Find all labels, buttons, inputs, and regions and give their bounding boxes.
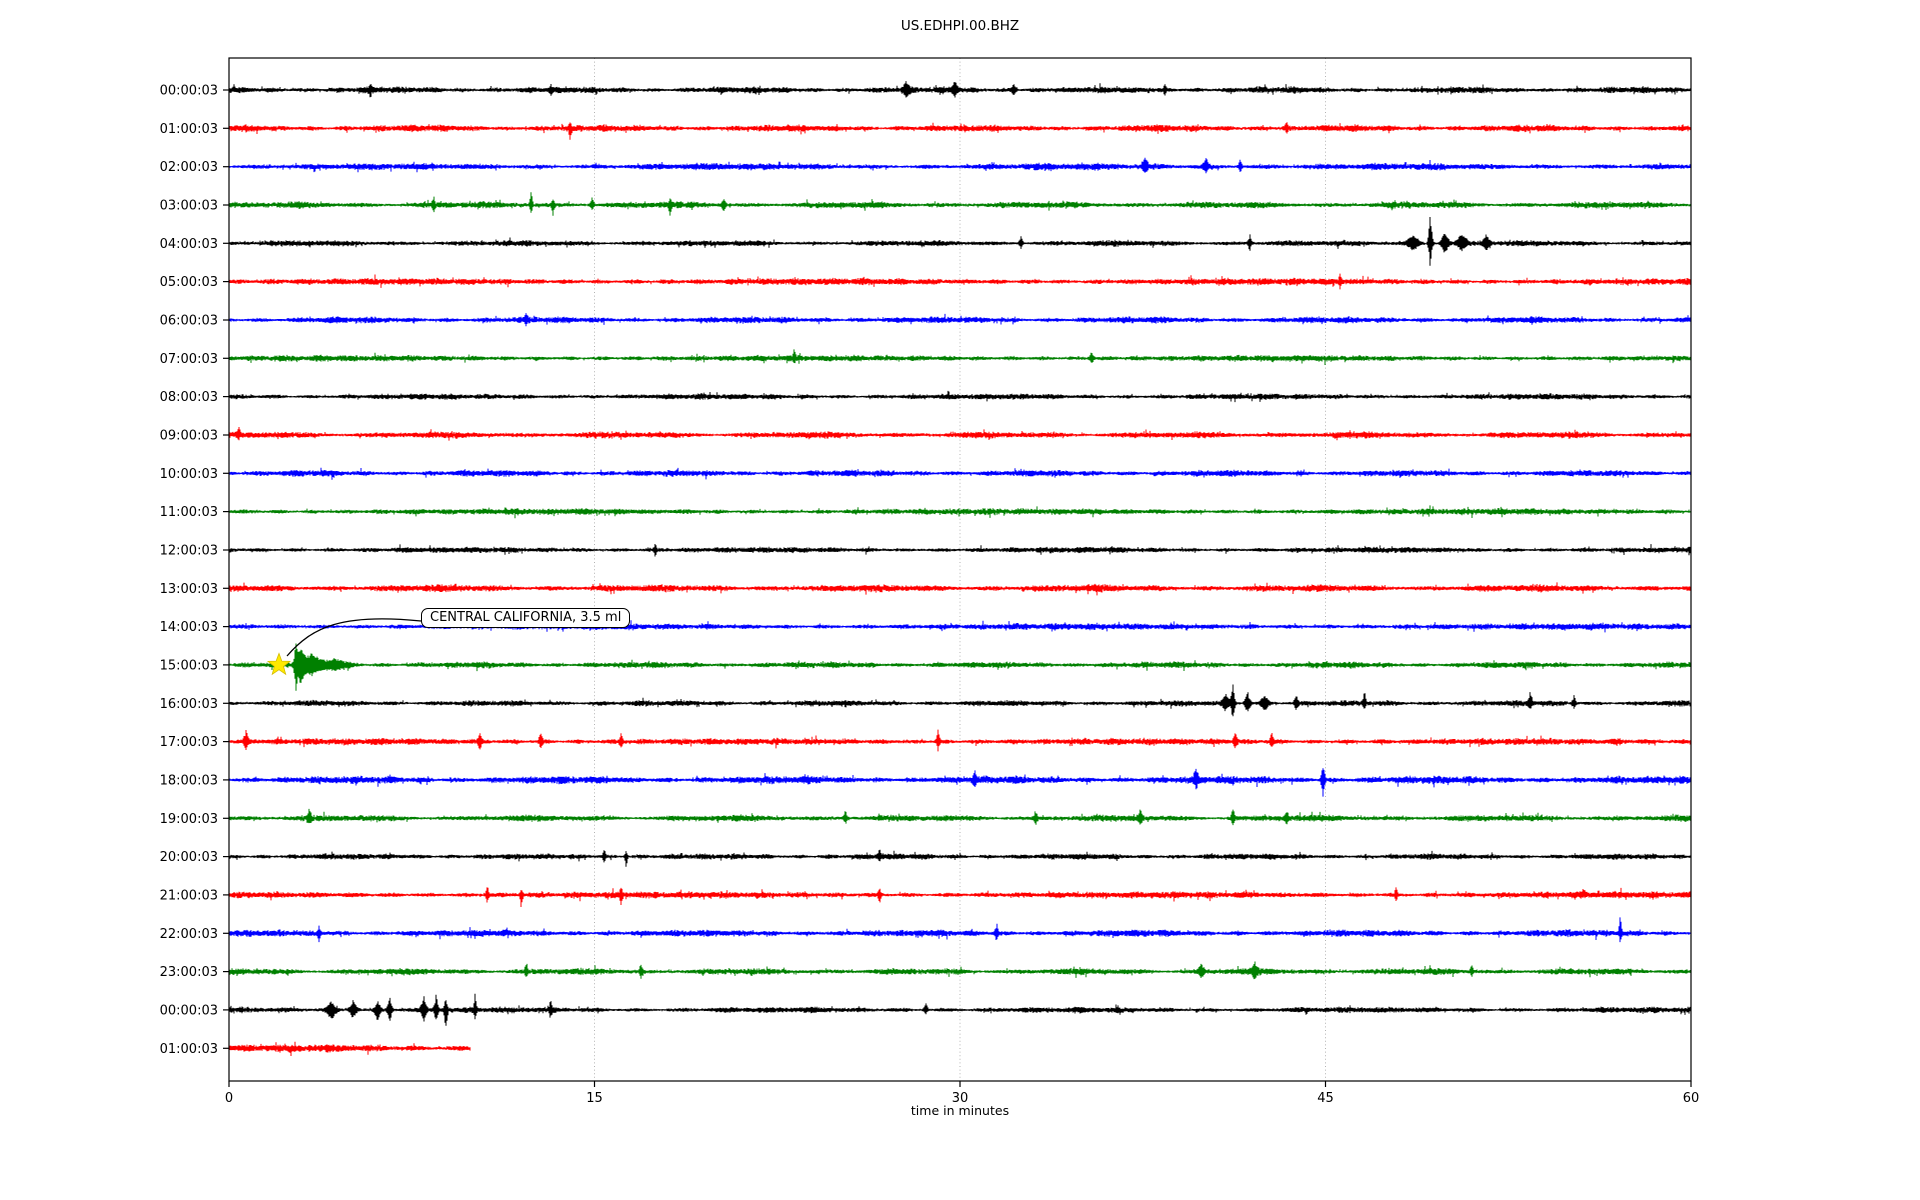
row-label-6: 06:00:03: [160, 314, 218, 329]
trace-row-6: [228, 313, 1692, 327]
row-label-4: 04:00:03: [160, 237, 218, 252]
trace-row-20: [228, 849, 1692, 867]
row-label-18: 18:00:03: [160, 773, 218, 788]
row-label-12: 12:00:03: [160, 544, 218, 559]
x-tick-label-4: 60: [1683, 1091, 1700, 1106]
trace-row-2: [228, 157, 1692, 174]
trace-row-17: [228, 729, 1692, 752]
row-label-7: 07:00:03: [160, 352, 218, 367]
event-star-marker: [266, 652, 292, 676]
row-label-2: 02:00:03: [160, 160, 218, 175]
trace-row-25: [228, 1041, 471, 1056]
row-label-23: 23:00:03: [160, 965, 218, 980]
row-label-8: 08:00:03: [160, 390, 218, 405]
event-annotation-box: CENTRAL CALIFORNIA, 3.5 ml: [421, 608, 631, 628]
row-label-3: 03:00:03: [160, 199, 218, 214]
x-axis-label: time in minutes: [910, 1103, 1010, 1118]
x-tick-label-0: 0: [225, 1091, 233, 1106]
row-label-13: 13:00:03: [160, 582, 218, 597]
x-tick-label-1: 15: [586, 1091, 603, 1106]
row-label-19: 19:00:03: [160, 812, 218, 827]
trace-row-10: [228, 467, 1692, 480]
trace-row-18: [228, 768, 1692, 797]
row-label-5: 05:00:03: [160, 275, 218, 290]
trace-row-11: [228, 505, 1692, 519]
x-tick-label-3: 45: [1317, 1091, 1334, 1106]
row-label-22: 22:00:03: [160, 927, 218, 942]
annotation-leader-line: [286, 618, 422, 657]
row-label-14: 14:00:03: [160, 620, 218, 635]
row-label-11: 11:00:03: [160, 505, 218, 520]
trace-row-16: [228, 684, 1692, 717]
row-label-0: 00:00:03: [160, 84, 218, 99]
row-label-15: 15:00:03: [160, 658, 218, 673]
trace-row-12: [228, 544, 1692, 557]
trace-row-7: [228, 349, 1692, 365]
x-tick-label-2: 30: [952, 1091, 969, 1106]
row-label-10: 10:00:03: [160, 467, 218, 482]
row-label-9: 09:00:03: [160, 429, 218, 444]
row-label-17: 17:00:03: [160, 735, 218, 750]
row-label-24: 00:00:03: [160, 1003, 218, 1018]
trace-row-5: [228, 273, 1692, 290]
trace-row-3: [228, 192, 1692, 216]
trace-row-1: [228, 122, 1692, 140]
row-label-1: 01:00:03: [160, 122, 218, 137]
plot-title: US.EDHPI.00.BHZ: [900, 18, 1020, 34]
row-label-20: 20:00:03: [160, 850, 218, 865]
row-label-25: 01:00:03: [160, 1042, 218, 1057]
row-label-16: 16:00:03: [160, 697, 218, 712]
row-label-21: 21:00:03: [160, 888, 218, 903]
